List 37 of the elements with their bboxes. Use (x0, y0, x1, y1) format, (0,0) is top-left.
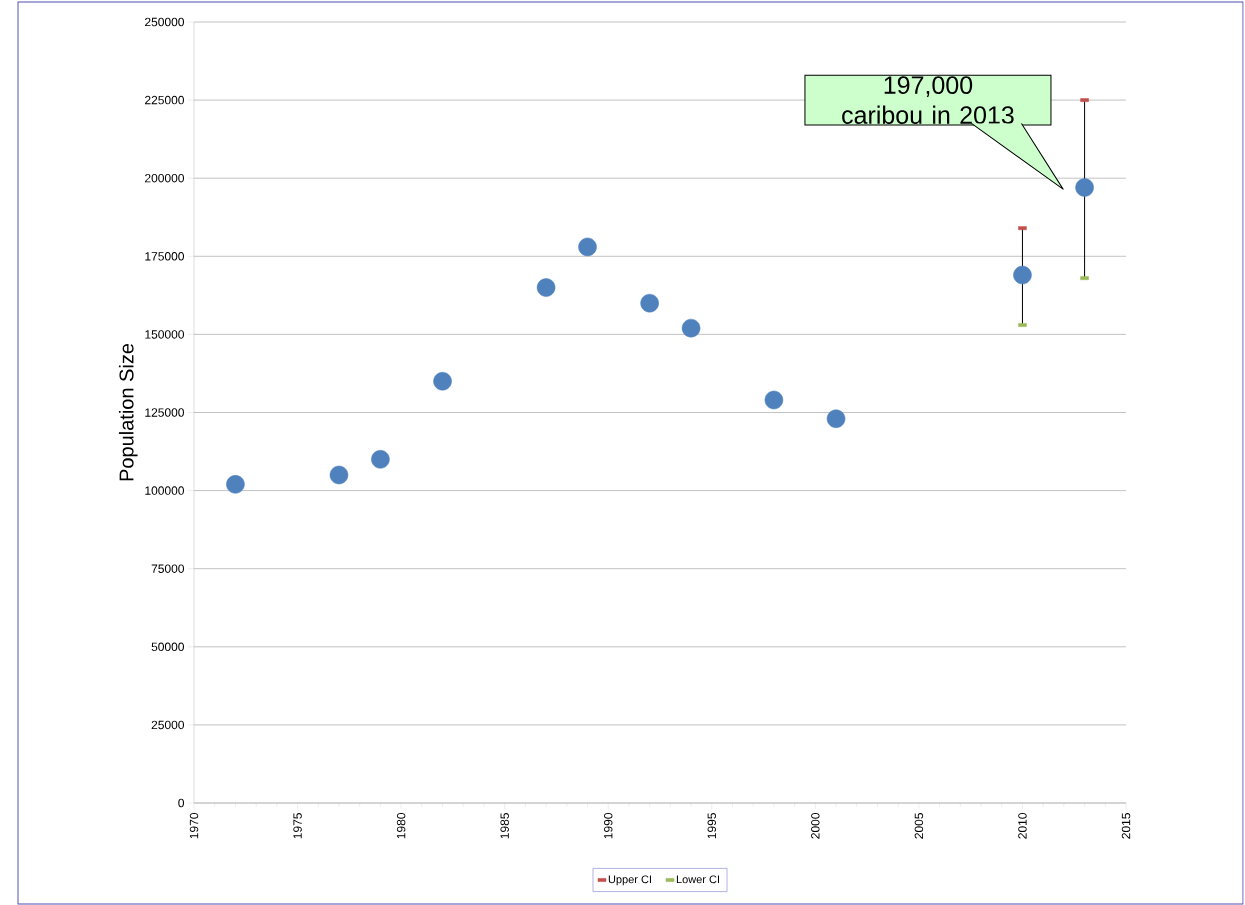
point (329, 465, 349, 485)
y-tick-label: 200000 (145, 173, 185, 183)
y-tick-label: 150000 (145, 330, 185, 339)
legend-label: Lower CI (676, 875, 719, 884)
point (826, 409, 846, 428)
y-tick-label: 100000 (145, 486, 185, 495)
y-tick-label: 250000 (145, 17, 185, 27)
y-tick-label: 125000 (145, 408, 185, 417)
x-tick-label: 1970 (189, 813, 199, 839)
x-tick-label: 2015 (1121, 813, 1131, 839)
point (1075, 178, 1094, 197)
x-tick-label: 2010 (1018, 813, 1027, 839)
point (1013, 265, 1032, 285)
y-tick-label: 225000 (145, 95, 185, 105)
point (226, 475, 245, 494)
x-tick-label: 1975 (293, 813, 302, 839)
x-tick-label: 1985 (500, 813, 509, 839)
y-tick-label: 75000 (151, 564, 185, 573)
y-tick-label: 175000 (145, 252, 185, 261)
point (536, 278, 556, 297)
x-tick-label: 1980 (396, 813, 406, 839)
annotation: 197,000 caribou in 2013 (842, 76, 1014, 124)
legend-label: Upper CI (608, 875, 651, 886)
x-tick-label: 1990 (603, 813, 613, 839)
y-tick-label: 25000 (151, 720, 185, 730)
x-tick-label: 1995 (707, 813, 717, 839)
point (371, 450, 390, 469)
point (640, 293, 659, 313)
x-tick-label: 2000 (811, 813, 820, 839)
y-tick-label: 50000 (151, 642, 185, 652)
point (681, 318, 701, 338)
point (764, 390, 784, 410)
point (578, 237, 597, 257)
y-tick-label: 0 (178, 798, 185, 808)
y-axis-title: Population Size (118, 343, 138, 481)
x-tick-label: 2005 (914, 813, 924, 839)
point (433, 372, 452, 391)
